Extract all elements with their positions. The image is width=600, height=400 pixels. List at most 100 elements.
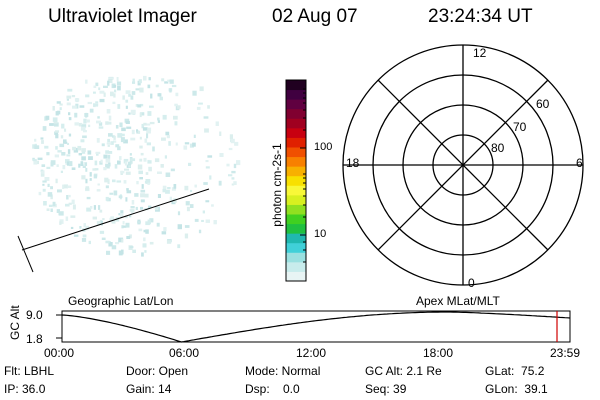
image-pixel [205, 166, 210, 169]
image-pixel [145, 229, 149, 234]
altitude-curve [61, 311, 571, 343]
image-pixel [101, 143, 105, 147]
image-pixel [108, 242, 113, 247]
image-pixel [148, 205, 152, 209]
image-pixel [144, 250, 147, 253]
image-pixel [94, 160, 98, 166]
image-pixel [71, 199, 75, 205]
image-pixel [100, 159, 103, 163]
image-pixel [34, 138, 37, 142]
image-pixel [54, 154, 59, 158]
image-pixel [147, 84, 151, 89]
image-pixel [169, 88, 172, 93]
image-pixel [71, 95, 76, 98]
image-pixel [115, 125, 119, 129]
image-pixel [79, 226, 82, 229]
image-pixel [101, 237, 106, 240]
image-pixel [50, 194, 53, 200]
image-pixel [134, 193, 139, 197]
image-pixel [194, 218, 199, 222]
image-pixel [131, 129, 135, 135]
image-pixel [198, 229, 202, 234]
image-pixel [113, 93, 116, 98]
image-pixel [143, 229, 147, 233]
image-pixel [52, 106, 55, 111]
image-pixel [59, 219, 64, 224]
image-pixel [74, 98, 80, 102]
image-pixel [117, 104, 121, 109]
polar-label-80: 80 [491, 141, 505, 155]
image-pixel [157, 171, 162, 174]
image-pixel [130, 109, 136, 115]
image-pixel [65, 203, 70, 207]
colorbar-cell [286, 99, 306, 110]
colorbar-tick-100: 100 [314, 141, 333, 153]
image-pixel [213, 220, 217, 225]
image-pixel [149, 218, 154, 223]
image-pixel [125, 197, 128, 202]
image-pixel [162, 185, 167, 191]
geo-grid-line [21, 188, 210, 251]
image-pixel [63, 139, 67, 144]
image-pixel [139, 158, 143, 162]
image-pixel [205, 160, 209, 163]
image-pixel [63, 184, 68, 189]
image-pixel [146, 142, 151, 146]
image-pixel [85, 167, 88, 172]
image-pixel [126, 236, 131, 239]
image-pixel [144, 180, 148, 184]
image-pixel [130, 158, 136, 162]
status-gc-alt: GC Alt: 2.1 Re [365, 364, 442, 378]
image-pixel [173, 184, 177, 189]
image-pixel [141, 123, 145, 129]
image-pixel [143, 75, 147, 81]
image-pixel [81, 156, 86, 161]
image-pixel [88, 240, 91, 245]
image-pixel [99, 90, 105, 94]
image-pixel [124, 118, 130, 123]
polar-plot [342, 44, 584, 286]
image-pixel [41, 170, 45, 174]
image-pixel [152, 146, 155, 152]
image-pixel [108, 77, 114, 80]
image-pixel [218, 180, 222, 186]
image-pixel [82, 164, 86, 168]
image-pixel [40, 137, 44, 140]
image-pixel [85, 186, 90, 191]
image-pixel [129, 209, 135, 212]
colorbar-cell [286, 204, 306, 215]
image-pixel [81, 238, 87, 242]
colorbar-cell [286, 233, 306, 244]
image-pixel [33, 161, 38, 165]
image-pixel [78, 122, 82, 127]
image-pixel [228, 147, 233, 151]
image-pixel [140, 152, 144, 156]
image-pixel [68, 194, 71, 198]
image-pixel [137, 221, 141, 224]
image-pixel [124, 161, 128, 166]
image-pixel [116, 77, 119, 82]
image-pixel [95, 82, 99, 87]
image-pixel [136, 181, 139, 185]
image-pixel [128, 214, 132, 218]
image-pixel [188, 162, 192, 166]
image-pixel [55, 146, 58, 150]
image-pixel [42, 188, 46, 192]
geo-grid-tick [17, 235, 34, 273]
image-pixel [86, 196, 91, 200]
image-pixel [154, 158, 160, 163]
image-pixel [98, 122, 103, 126]
image-pixel [140, 103, 144, 107]
image-pixel [117, 160, 121, 165]
image-pixel [139, 112, 142, 118]
image-pixel [50, 208, 53, 212]
image-pixel [109, 192, 114, 195]
image-pixel [128, 112, 131, 115]
image-pixel [92, 216, 97, 220]
image-pixel [123, 225, 127, 228]
status-filter: Flt: LBHL [4, 364, 55, 378]
image-pixel [198, 102, 203, 105]
image-pixel [95, 151, 101, 154]
image-pixel [32, 159, 37, 162]
image-pixel [147, 111, 152, 116]
